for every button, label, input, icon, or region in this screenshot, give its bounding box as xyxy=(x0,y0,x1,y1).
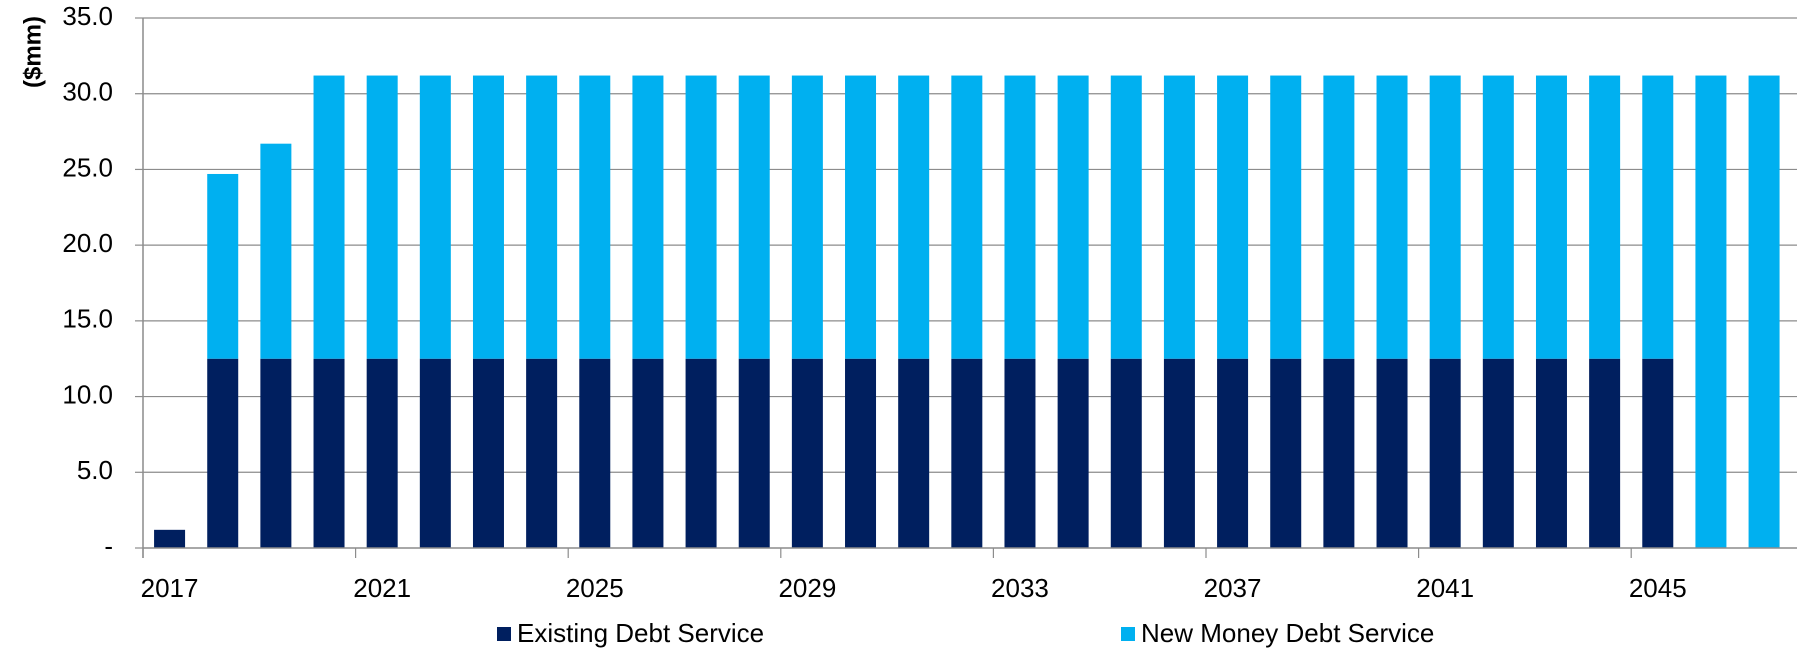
bar-existing-debt-service xyxy=(1482,358,1514,548)
y-tick-label: 35.0 xyxy=(62,1,113,31)
bar-existing-debt-service xyxy=(207,358,239,548)
y-tick-labels: - 5.0 10.0 15.0 20.0 25.0 30.0 35.0 xyxy=(62,1,113,561)
legend: Existing Debt Service New Money Debt Serv… xyxy=(497,618,1434,648)
legend-label-new-money: New Money Debt Service xyxy=(1141,618,1434,648)
bar-existing-debt-service xyxy=(1535,358,1567,548)
bar-existing-debt-service xyxy=(472,358,504,548)
bar-new-money-debt-service xyxy=(1748,75,1780,549)
bar-existing-debt-service xyxy=(1429,358,1461,548)
x-tick-label: 2021 xyxy=(353,573,411,603)
bar-existing-debt-service xyxy=(154,529,186,548)
x-tick-label: 2037 xyxy=(1204,573,1262,603)
bar-existing-debt-service xyxy=(1163,358,1195,548)
bar-existing-debt-service xyxy=(526,358,558,548)
x-tick-label: 2041 xyxy=(1416,573,1474,603)
bar-new-money-debt-service xyxy=(845,75,877,359)
bar-new-money-debt-service xyxy=(313,75,345,359)
bar-existing-debt-service xyxy=(1110,358,1142,548)
bar-new-money-debt-service xyxy=(1589,75,1621,359)
bar-new-money-debt-service xyxy=(632,75,664,359)
bar-new-money-debt-service xyxy=(472,75,504,359)
bar-existing-debt-service xyxy=(1004,358,1036,548)
bar-new-money-debt-service xyxy=(1535,75,1567,359)
bar-existing-debt-service xyxy=(419,358,451,548)
bar-existing-debt-service xyxy=(260,358,292,548)
x-tick-labels: 2017 2021 2025 2029 2033 2037 2041 2045 xyxy=(141,573,1687,603)
bar-new-money-debt-service xyxy=(898,75,930,359)
bar-new-money-debt-service xyxy=(1004,75,1036,359)
bar-existing-debt-service xyxy=(366,358,398,548)
bar-existing-debt-service xyxy=(951,358,983,548)
bar-existing-debt-service xyxy=(738,358,770,548)
y-tick-label: 20.0 xyxy=(62,228,113,258)
axes xyxy=(142,18,1797,558)
bar-existing-debt-service xyxy=(1217,358,1249,548)
bar-new-money-debt-service xyxy=(1163,75,1195,359)
bar-new-money-debt-service xyxy=(1429,75,1461,359)
bar-new-money-debt-service xyxy=(1217,75,1249,359)
bar-existing-debt-service xyxy=(632,358,664,548)
bar-new-money-debt-service xyxy=(579,75,611,359)
x-tick-label: 2033 xyxy=(991,573,1049,603)
bar-existing-debt-service xyxy=(1057,358,1089,548)
legend-label-existing: Existing Debt Service xyxy=(517,618,764,648)
bar-new-money-debt-service xyxy=(1057,75,1089,359)
bar-new-money-debt-service xyxy=(260,143,292,359)
bar-new-money-debt-service xyxy=(419,75,451,359)
y-tick-label: 25.0 xyxy=(62,152,113,182)
bar-new-money-debt-service xyxy=(1482,75,1514,359)
bar-new-money-debt-service xyxy=(1270,75,1302,359)
x-tick-label: 2029 xyxy=(778,573,836,603)
bar-existing-debt-service xyxy=(1642,358,1674,548)
bar-existing-debt-service xyxy=(1270,358,1302,548)
y-tick-label: 5.0 xyxy=(77,455,113,485)
bar-existing-debt-service xyxy=(313,358,345,548)
bar-new-money-debt-service xyxy=(1376,75,1408,359)
bars xyxy=(154,75,1780,549)
bar-existing-debt-service xyxy=(845,358,877,548)
bar-existing-debt-service xyxy=(1323,358,1355,548)
bar-new-money-debt-service xyxy=(951,75,983,359)
bar-existing-debt-service xyxy=(685,358,717,548)
y-tick-label: 10.0 xyxy=(62,379,113,409)
bar-new-money-debt-service xyxy=(366,75,398,359)
bar-new-money-debt-service xyxy=(526,75,558,359)
legend-swatch-new-money xyxy=(1121,627,1135,641)
y-tick-label: 30.0 xyxy=(62,77,113,107)
bar-new-money-debt-service xyxy=(738,75,770,359)
bar-new-money-debt-service xyxy=(1695,75,1727,549)
y-axis-title: ($mm) xyxy=(19,16,46,88)
y-tick-label: - xyxy=(104,531,113,561)
bar-new-money-debt-service xyxy=(1323,75,1355,359)
legend-swatch-existing xyxy=(497,627,511,641)
bar-new-money-debt-service xyxy=(685,75,717,359)
bar-new-money-debt-service xyxy=(791,75,823,359)
x-tick-label: 2017 xyxy=(141,573,199,603)
bar-existing-debt-service xyxy=(579,358,611,548)
bar-existing-debt-service xyxy=(898,358,930,548)
bar-existing-debt-service xyxy=(1589,358,1621,548)
bar-new-money-debt-service xyxy=(1110,75,1142,359)
bar-new-money-debt-service xyxy=(1642,75,1674,359)
bar-existing-debt-service xyxy=(1376,358,1408,548)
bar-existing-debt-service xyxy=(791,358,823,548)
x-tick-label: 2045 xyxy=(1629,573,1687,603)
y-tick-label: 15.0 xyxy=(62,304,113,334)
bar-new-money-debt-service xyxy=(207,173,239,359)
x-tick-label: 2025 xyxy=(566,573,624,603)
